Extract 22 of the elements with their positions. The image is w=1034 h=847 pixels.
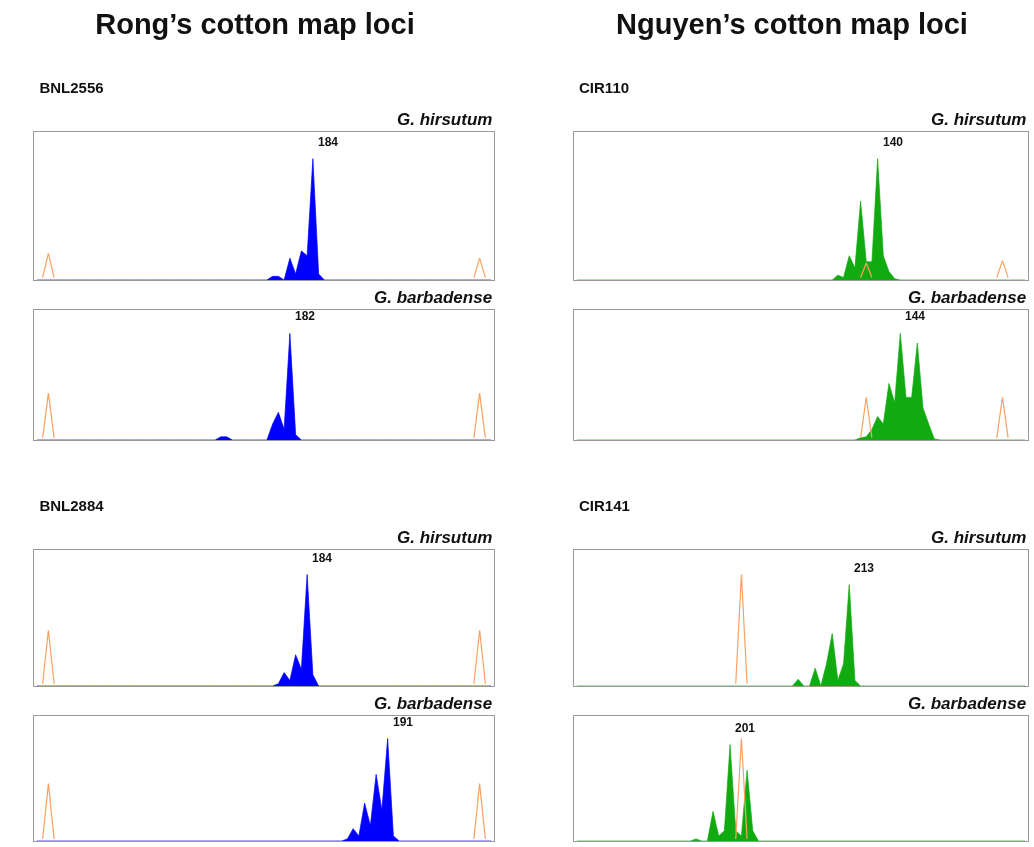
- text: G. hirsutum: [397, 110, 493, 129]
- text: 182: [295, 309, 316, 323]
- text: 140: [883, 135, 904, 149]
- text: 191: [393, 715, 414, 729]
- annotation: 213: [854, 561, 875, 575]
- chart-subtitle: BNL2884: [39, 496, 105, 514]
- text: G. barbadense: [374, 288, 493, 307]
- text: G. hirsutum: [931, 528, 1027, 547]
- text: 184: [312, 551, 333, 565]
- text: G. hirsutum: [931, 110, 1027, 129]
- text: 144: [905, 309, 926, 323]
- text: G. barbadense: [374, 694, 493, 713]
- chart-subtitle: BNL2556: [39, 78, 104, 96]
- text: G. barbadense: [908, 694, 1027, 713]
- chart-title: Rong’s cotton map loci: [94, 8, 416, 41]
- chart-title: Nguyen’s cotton map loci: [615, 8, 969, 41]
- text: 184: [318, 135, 339, 149]
- text: 201: [735, 721, 756, 735]
- text: G. hirsutum: [397, 528, 493, 547]
- chart-subtitle: CIR141: [579, 496, 630, 514]
- chart-subtitle: CIR110: [579, 78, 630, 96]
- text: G. barbadense: [908, 288, 1027, 307]
